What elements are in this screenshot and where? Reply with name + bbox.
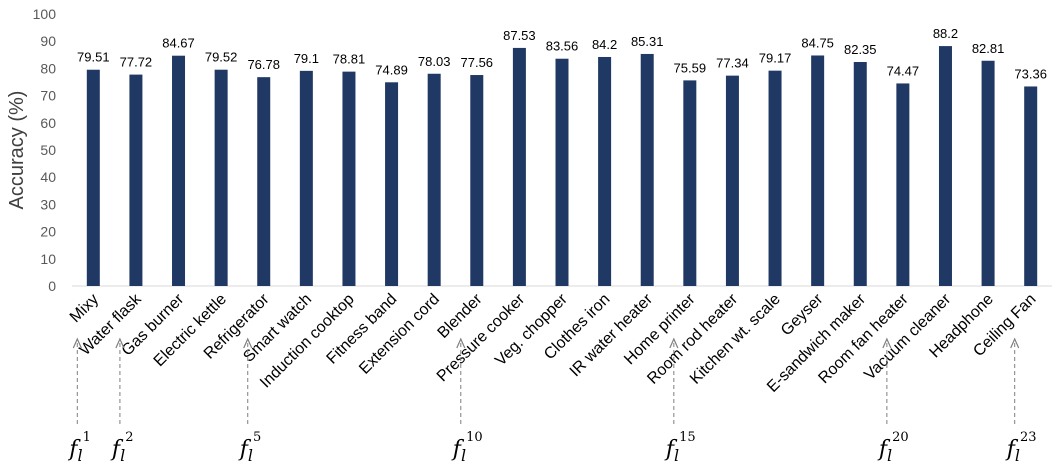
annotation-label: fl5 bbox=[238, 430, 262, 464]
bar bbox=[427, 73, 441, 287]
bar bbox=[470, 75, 484, 286]
data-label: 84.75 bbox=[801, 35, 834, 50]
annotation-arrow-head bbox=[243, 337, 253, 349]
data-label: 82.81 bbox=[972, 41, 1005, 56]
bar bbox=[172, 55, 186, 286]
data-label: 82.35 bbox=[844, 42, 877, 57]
bar bbox=[683, 80, 697, 286]
bar bbox=[981, 60, 995, 286]
annotation-label: fl15 bbox=[664, 430, 696, 464]
bars bbox=[86, 46, 1038, 287]
bar bbox=[214, 69, 228, 286]
data-label: 77.56 bbox=[461, 55, 494, 70]
data-labels: 79.51 77.72 84.67 79.52 76.78 79.1 78.81 74.89 7… bbox=[77, 26, 1047, 81]
bar bbox=[811, 55, 825, 287]
y-tick-label: 90 bbox=[40, 33, 56, 49]
annotation-label: fl23 bbox=[1005, 430, 1037, 464]
data-label: 76.78 bbox=[247, 57, 280, 72]
data-label: 75.59 bbox=[674, 60, 707, 75]
bar bbox=[342, 71, 356, 286]
annotation-arrow-head bbox=[72, 337, 82, 349]
bar bbox=[1024, 86, 1038, 286]
data-label: 84.2 bbox=[592, 37, 617, 52]
bar bbox=[129, 74, 143, 287]
category-label: Extension cord bbox=[356, 291, 443, 378]
data-label: 87.53 bbox=[503, 28, 536, 43]
data-label: 83.56 bbox=[546, 39, 579, 54]
y-axis-ticks: 0 10 20 30 40 50 60 70 80 90 100 bbox=[33, 6, 57, 294]
y-axis-title: Accuracy (%) bbox=[6, 91, 28, 210]
data-label: 77.72 bbox=[120, 55, 153, 70]
feature-annotation: fl23 bbox=[1005, 337, 1037, 464]
data-label: 73.36 bbox=[1014, 66, 1047, 81]
data-label: 79.51 bbox=[77, 50, 110, 65]
y-tick-label: 0 bbox=[48, 278, 56, 294]
annotation-arrow-head bbox=[669, 337, 679, 349]
bar bbox=[512, 47, 526, 287]
y-tick-label: 20 bbox=[40, 224, 56, 240]
annotation-arrow-head bbox=[115, 337, 125, 349]
data-label: 85.31 bbox=[631, 34, 664, 49]
y-tick-label: 60 bbox=[40, 115, 56, 131]
bar bbox=[385, 82, 399, 287]
data-label: 77.34 bbox=[716, 56, 749, 71]
bar bbox=[257, 77, 271, 286]
annotation-arrow-head bbox=[456, 337, 466, 349]
data-label: 79.52 bbox=[205, 50, 238, 65]
y-tick-label: 10 bbox=[40, 251, 56, 267]
data-label: 88.2 bbox=[933, 26, 958, 41]
data-label: 79.17 bbox=[759, 51, 792, 66]
y-tick-label: 100 bbox=[33, 6, 57, 22]
annotation-label: fl10 bbox=[451, 430, 483, 464]
annotation-arrow-head bbox=[1010, 337, 1020, 349]
y-tick-label: 30 bbox=[40, 196, 56, 212]
bar bbox=[598, 56, 612, 287]
annotation-label: fl1 bbox=[67, 430, 91, 464]
bar bbox=[86, 69, 100, 286]
data-label: 74.89 bbox=[375, 62, 408, 77]
annotation-label: fl2 bbox=[110, 430, 134, 464]
bar bbox=[768, 70, 782, 287]
annotation-arrow-head bbox=[882, 337, 892, 349]
annotation-label: fl20 bbox=[877, 430, 909, 464]
data-label: 84.67 bbox=[162, 36, 195, 51]
bar bbox=[938, 46, 952, 286]
bar bbox=[555, 58, 569, 287]
y-tick-label: 40 bbox=[40, 169, 56, 185]
category-label: Mixy bbox=[67, 291, 102, 326]
y-tick-label: 50 bbox=[40, 142, 56, 158]
data-label: 78.03 bbox=[418, 54, 451, 69]
data-label: 78.81 bbox=[333, 52, 366, 67]
y-tick-label: 70 bbox=[40, 88, 56, 104]
data-label: 74.47 bbox=[887, 63, 920, 78]
bar bbox=[640, 53, 654, 286]
bar bbox=[725, 75, 739, 287]
y-tick-label: 80 bbox=[40, 60, 56, 76]
bar bbox=[896, 83, 910, 287]
bar bbox=[299, 70, 313, 287]
bar bbox=[853, 62, 867, 287]
data-label: 79.1 bbox=[294, 51, 319, 66]
